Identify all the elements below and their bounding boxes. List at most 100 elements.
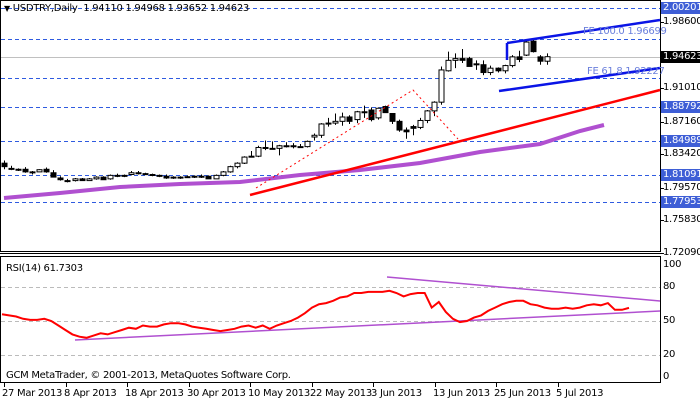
price-panel-frame: [0, 0, 661, 252]
candle: [466, 58, 473, 67]
date-axis-label: 18 Apr 2013: [125, 388, 184, 399]
candle: [107, 174, 114, 180]
candle: [93, 176, 100, 180]
candle: [269, 147, 276, 150]
candle: [64, 180, 71, 183]
candle: [346, 116, 353, 122]
candle: [15, 168, 22, 171]
trendline-support-red[interactable]: [249, 88, 661, 197]
candle: [100, 176, 107, 181]
candle: [79, 178, 86, 182]
candle: [149, 173, 156, 176]
candle: [43, 168, 50, 173]
candle: [396, 120, 403, 131]
date-axis-label: 27 Mar 2013: [2, 388, 63, 399]
candle: [276, 145, 283, 149]
candle: [389, 112, 396, 122]
price-axis-label: 1.72090: [663, 247, 700, 258]
price-axis-label: 1.79570: [663, 181, 700, 193]
rsi-panel-frame: [0, 256, 661, 383]
candle: [523, 41, 530, 56]
candle: [473, 63, 480, 66]
candle: [22, 168, 29, 173]
price-axis-label: 1.88792: [661, 101, 700, 114]
candle: [431, 101, 438, 112]
symbol-timeframe: USDTRY,Daily: [12, 3, 78, 14]
date-axis-label: 10 May 2013: [248, 388, 310, 399]
candle: [537, 56, 544, 62]
candle: [445, 59, 452, 72]
candle: [304, 140, 311, 148]
candle: [530, 40, 537, 53]
trendline-channel-lower[interactable]: [498, 66, 661, 93]
price-axis-label: 1.98600: [663, 16, 700, 27]
candle: [290, 145, 297, 148]
candle: [332, 120, 339, 124]
date-axis-label: 22 May 2013: [310, 388, 372, 399]
candle: [142, 173, 149, 176]
date-axis-label: 25 Jun 2013: [494, 388, 551, 399]
candle: [502, 65, 509, 72]
candle: [220, 171, 227, 176]
candle: [234, 162, 241, 168]
price-axis-label: 1.83420: [663, 148, 700, 160]
candle: [213, 174, 220, 180]
candle: [509, 56, 516, 67]
candle: [128, 172, 135, 175]
candle: [495, 67, 502, 72]
price-axis-label: 1.77953: [661, 195, 700, 208]
candle: [417, 119, 424, 128]
candle: [184, 176, 191, 179]
fibo-expansion-61-8-label: FE 61.8 1.92227: [587, 66, 665, 77]
candle: [135, 172, 142, 175]
copyright-text: GCM MetaTrader, © 2001-2013, MetaQuotes …: [6, 370, 291, 381]
candle: [86, 178, 93, 182]
candle: [544, 56, 551, 62]
candle: [361, 111, 368, 114]
candle: [198, 175, 205, 178]
candle: [156, 174, 163, 177]
candle: [114, 174, 121, 177]
candle: [325, 122, 332, 125]
candle: [311, 134, 318, 138]
candle: [29, 171, 36, 174]
candle: [1, 162, 8, 168]
rsi-axis-label: 100: [663, 259, 682, 270]
candle: [72, 178, 79, 182]
rsi-trendline-rsi-resistance[interactable]: [386, 276, 661, 302]
candle: [438, 69, 445, 103]
date-axis-label: 13 Jun 2013: [433, 388, 490, 399]
rsi-line: [1, 289, 630, 339]
candle: [354, 111, 361, 121]
candle: [375, 107, 382, 119]
candle: [227, 166, 234, 173]
price-axis-label: 2.00201: [661, 2, 700, 15]
rsi-axis-label: 20: [663, 348, 676, 360]
triangle-down-icon[interactable]: ▼: [4, 4, 10, 13]
rsi-trendline-rsi-support[interactable]: [74, 310, 661, 341]
price-axis-label: 1.84989: [661, 134, 700, 147]
candle: [241, 156, 248, 164]
candle: [57, 177, 64, 181]
candle: [516, 56, 523, 60]
candle: [50, 172, 57, 178]
price-axis-label: 1.87160: [663, 115, 700, 127]
candle: [121, 174, 128, 177]
candle: [459, 58, 466, 61]
candle: [36, 169, 43, 173]
candle: [424, 110, 431, 121]
rsi-axis-label: 80: [663, 281, 676, 293]
price-axis-label: 1.94623: [661, 50, 700, 63]
moving-average-line: [3, 123, 605, 200]
candle: [487, 67, 494, 74]
candle: [403, 129, 410, 133]
candle: [163, 175, 170, 179]
fibo-expansion-baseline[interactable]: [255, 89, 459, 189]
candle: [191, 175, 198, 178]
price-axis-label: 1.75830: [663, 214, 700, 226]
candle: [177, 176, 184, 179]
candle: [318, 123, 325, 136]
trendline-channel-upper[interactable]: [506, 18, 661, 45]
